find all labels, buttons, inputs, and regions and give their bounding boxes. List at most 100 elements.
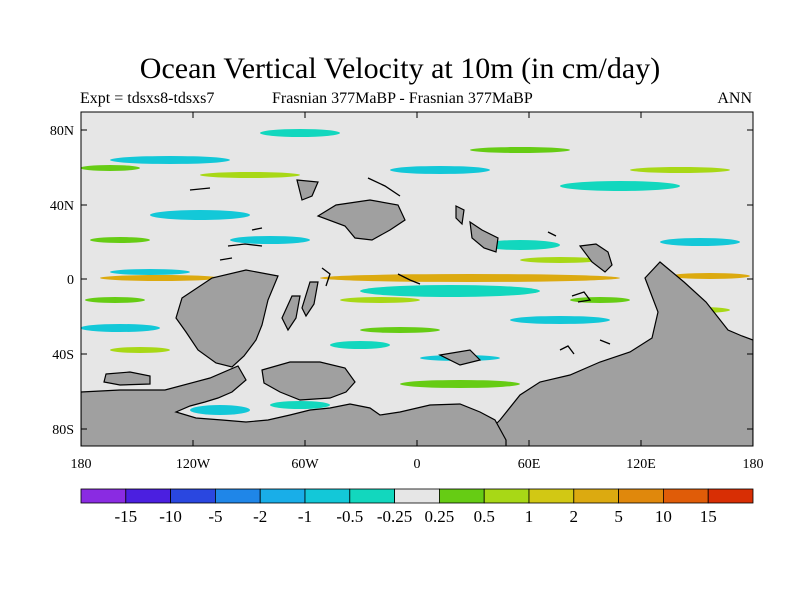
colorbar-label: 15: [700, 507, 717, 526]
lat-tick-label: 80N: [50, 124, 74, 139]
velocity-patch: [360, 327, 440, 333]
colorbar-label: 0.5: [474, 507, 495, 526]
velocity-patch: [260, 129, 340, 137]
colorbar-swatch: [483, 488, 530, 504]
lat-axis: 80N 40N 0 40S 80S: [50, 124, 753, 438]
landmass: [301, 281, 319, 318]
coastline-fragment: [547, 231, 557, 237]
colorbar-label: -10: [159, 507, 182, 526]
landmass: [81, 365, 507, 446]
coastline-fragment: [321, 267, 331, 287]
coastline-fragment: [599, 339, 611, 345]
land-masses: [81, 179, 753, 446]
experiment-label: Expt = tdsxs8-tdsxs7: [80, 90, 215, 107]
velocity-patch: [110, 347, 170, 353]
lat-tick: 0: [67, 273, 753, 288]
colorbar-label: 10: [655, 507, 672, 526]
velocity-patch: [400, 380, 520, 388]
coastline-fragment: [571, 291, 592, 303]
lat-tick-label: 80S: [52, 423, 74, 438]
colorbar-label: -0.25: [377, 507, 412, 526]
velocity-patch: [90, 237, 150, 243]
landmass: [455, 205, 465, 226]
colorbar-label: -5: [208, 507, 222, 526]
colorbar-swatch: [349, 488, 395, 504]
lat-tick: 40N: [50, 199, 753, 214]
lon-tick-label: 60W: [291, 457, 319, 472]
colorbar-swatch: [304, 488, 351, 504]
velocity-patch: [85, 297, 145, 303]
landmass: [469, 220, 499, 253]
landmass: [175, 269, 279, 368]
landmass: [103, 371, 151, 386]
velocity-patch: [560, 181, 680, 191]
colorbar-swatch: [214, 488, 261, 504]
lat-tick-label: 0: [67, 273, 74, 288]
lon-tick: 0: [414, 112, 421, 472]
lon-tick: 60W: [291, 112, 319, 472]
velocity-patch: [200, 172, 300, 178]
velocity-patch: [100, 275, 220, 281]
velocity-patch: [390, 166, 490, 174]
velocity-patch: [510, 316, 610, 324]
colorbar-swatch: [663, 488, 709, 504]
colorbar-label: 0.25: [425, 507, 455, 526]
lon-tick-label: 180: [71, 457, 92, 472]
coastline-fragment: [559, 345, 575, 355]
colorbar-swatch: [170, 488, 216, 504]
velocity-patch: [470, 147, 570, 153]
season-label: ANN: [717, 90, 752, 107]
landmass: [578, 243, 613, 273]
colorbar-label: -2: [253, 507, 267, 526]
colorbar-label: -0.5: [336, 507, 363, 526]
colorbar-label: -15: [114, 507, 137, 526]
lon-tick: 120E: [626, 112, 656, 472]
lat-tick: 80N: [50, 124, 753, 139]
velocity-patch: [150, 210, 250, 220]
velocity-patch: [340, 297, 420, 303]
velocity-patch: [330, 341, 390, 349]
coastline-fragment: [251, 227, 263, 231]
landmass: [296, 179, 319, 201]
velocity-patch: [81, 324, 160, 332]
colorbar-swatch: [125, 488, 172, 504]
coastline-fragment: [227, 243, 263, 247]
plot-title: Ocean Vertical Velocity at 10m (in cm/da…: [139, 52, 661, 85]
colorbar-swatch: [438, 488, 485, 504]
lon-tick-label: 180: [743, 457, 764, 472]
lon-tick: 180: [71, 440, 92, 472]
velocity-patch: [81, 165, 140, 171]
velocity-patch: [320, 274, 620, 282]
colorbar-swatch: [528, 488, 575, 504]
velocity-patch: [110, 269, 190, 275]
colorbar-label: 5: [614, 507, 623, 526]
velocity-patch: [270, 401, 330, 409]
coastline-fragment: [189, 187, 211, 191]
coastline-fragment: [397, 273, 421, 285]
lat-tick: 40S: [52, 348, 753, 363]
colorbar: -15 -10 -5 -2 -1 -0.5 -0.25 0.25 0.5 1 2 5 10 15: [80, 488, 754, 526]
lon-tick: 60E: [518, 112, 540, 472]
colorbar-swatch: [80, 488, 127, 504]
velocity-patch: [110, 156, 230, 164]
coastline-fragment: [219, 257, 233, 261]
velocity-patch: [360, 285, 540, 297]
colorbar-label: 1: [525, 507, 534, 526]
lon-tick: 120W: [176, 112, 211, 472]
velocity-patch: [670, 273, 750, 279]
colorbar-swatch: [707, 488, 754, 504]
colorbar-swatch: [573, 488, 619, 504]
velocity-patch: [480, 240, 560, 250]
landmass: [316, 199, 406, 241]
velocity-patch: [660, 238, 740, 246]
velocity-patch: [190, 405, 250, 415]
period-label: Frasnian 377MaBP - Frasnian 377MaBP: [272, 90, 533, 107]
lat-tick-label: 40S: [52, 348, 74, 363]
landmass: [261, 361, 356, 401]
lon-tick: 180: [743, 440, 764, 472]
velocity-patch: [520, 257, 600, 263]
landmass: [281, 295, 301, 332]
coastline-fragments: [189, 177, 611, 355]
colorbar-swatch: [618, 488, 664, 504]
